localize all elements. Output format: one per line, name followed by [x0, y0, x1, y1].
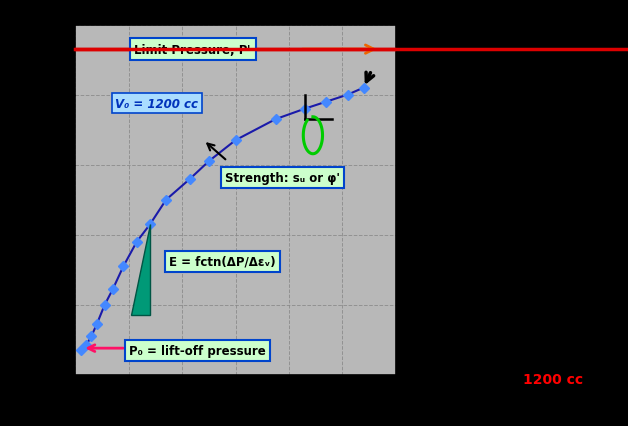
X-axis label: Volume Change (cc): Volume Change (cc)	[158, 403, 313, 417]
Text: V₀ = 1200 cc: V₀ = 1200 cc	[116, 97, 198, 110]
Text: Limit Pressure, Pᴸ: Limit Pressure, Pᴸ	[134, 43, 252, 57]
Y-axis label: Pressure (tsf): Pressure (tsf)	[38, 147, 52, 254]
Text: Strength: sᵤ or φ': Strength: sᵤ or φ'	[225, 171, 340, 184]
Text: P₀ = lift-off pressure: P₀ = lift-off pressure	[129, 344, 266, 357]
Text: 1200 cc: 1200 cc	[522, 372, 583, 386]
Text: E = fctn(ΔP/Δεᵥ): E = fctn(ΔP/Δεᵥ)	[169, 255, 276, 268]
Polygon shape	[131, 225, 150, 316]
